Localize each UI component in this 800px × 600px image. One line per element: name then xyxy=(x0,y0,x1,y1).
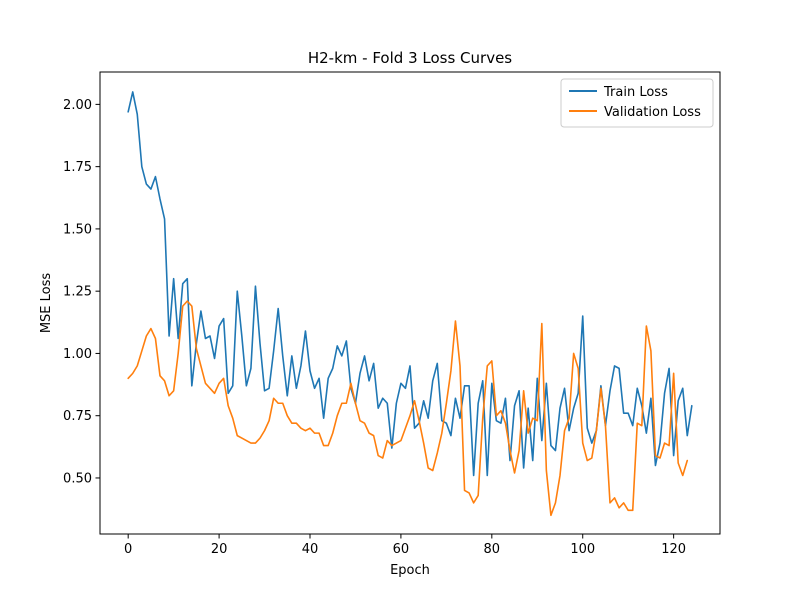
y-tick-label: 2.00 xyxy=(63,98,92,113)
y-axis-ticks: 0.50 0.75 1.00 1.25 1.50 1.75 2.00 xyxy=(63,98,100,486)
x-axis-ticks: 0 20 40 60 80 100 120 xyxy=(124,534,686,557)
plot-area-frame xyxy=(99,71,721,535)
legend-label-train-loss: Train Loss xyxy=(603,85,668,100)
x-tick-label: 40 xyxy=(302,542,319,557)
y-tick-label: 1.00 xyxy=(63,347,92,362)
y-tick-label: 0.50 xyxy=(63,471,92,486)
x-tick-label: 100 xyxy=(570,542,595,557)
legend-box xyxy=(560,78,714,128)
x-tick-label: 20 xyxy=(211,542,228,557)
x-tick-label: 0 xyxy=(124,542,132,557)
x-tick-label: 80 xyxy=(484,542,501,557)
x-axis-label: Epoch xyxy=(390,563,430,578)
x-tick-label: 120 xyxy=(661,542,686,557)
x-tick-label: 60 xyxy=(393,542,410,557)
legend: Train Loss Validation Loss xyxy=(560,78,714,128)
y-tick-label: 1.75 xyxy=(63,160,92,175)
y-tick-label: 0.75 xyxy=(63,409,92,424)
y-tick-label: 1.50 xyxy=(63,222,92,237)
chart-title: H2-km - Fold 3 Loss Curves xyxy=(308,49,512,67)
y-tick-label: 1.25 xyxy=(63,285,92,300)
legend-label-validation-loss: Validation Loss xyxy=(604,105,701,120)
plot-lines xyxy=(127,91,693,517)
series-line-validation-loss xyxy=(127,300,689,517)
y-axis-label: MSE Loss xyxy=(39,273,54,334)
